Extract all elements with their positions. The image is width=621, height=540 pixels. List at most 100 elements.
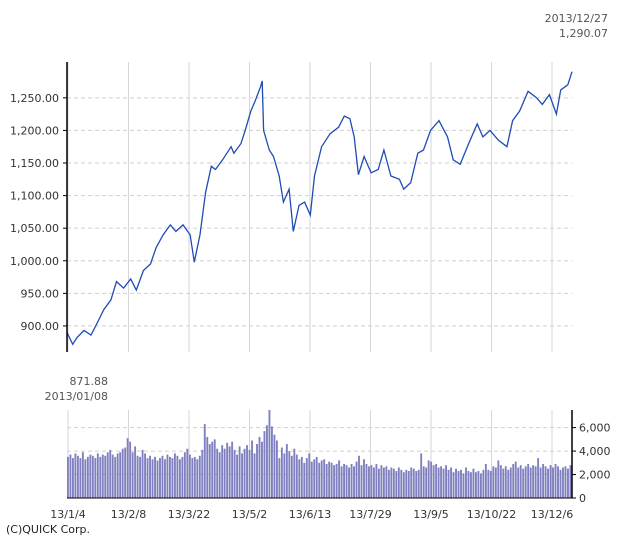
volume-bar <box>402 472 405 498</box>
volume-bar <box>146 458 149 498</box>
volume-bar <box>539 467 542 498</box>
volume-bar <box>216 448 219 498</box>
volume-bar <box>514 461 517 498</box>
x-tick-label: 13/9/5 <box>413 508 448 521</box>
volume-bar <box>313 459 316 498</box>
volume-bar <box>517 467 520 498</box>
volume-bar <box>74 453 77 498</box>
low-date-label: 2013/01/08 <box>45 390 108 403</box>
volume-bar <box>266 425 268 498</box>
volume-bar <box>370 465 373 498</box>
price-tick-label: 1,200.00 <box>10 124 59 137</box>
volume-bar <box>293 448 296 498</box>
price-tick-label: 1,100.00 <box>10 190 59 203</box>
volume-bar <box>380 465 383 498</box>
x-tick-labels: 13/1/4 13/2/8 13/3/22 13/5/2 13/6/13 13/7/29 1… <box>50 508 573 521</box>
volume-bar <box>407 471 410 498</box>
volume-bar <box>479 473 482 498</box>
volume-bar <box>86 456 89 498</box>
volume-bar <box>248 449 251 498</box>
x-tick-label: 13/3/22 <box>168 508 210 521</box>
volume-bar <box>390 467 393 498</box>
volume-bar <box>504 466 507 498</box>
volume-bar <box>109 449 112 498</box>
volume-bar <box>99 456 102 498</box>
volume-bar <box>487 469 490 498</box>
price-tick-label: 1,150.00 <box>10 157 59 170</box>
volume-bar <box>455 468 457 498</box>
volume-bar <box>549 465 552 498</box>
volume-bar <box>318 462 321 498</box>
volume-bar <box>141 449 144 498</box>
volume-bar <box>114 456 117 498</box>
volume-bar <box>397 467 400 498</box>
price-tick-label: 1,250.00 <box>10 92 59 105</box>
volume-bar <box>156 460 159 498</box>
volume-bar <box>241 453 244 498</box>
volume-bar <box>465 467 467 498</box>
volume-bar <box>445 465 448 498</box>
volume-bar <box>499 465 502 498</box>
volume-bar <box>193 456 196 498</box>
volume-bar <box>300 456 303 498</box>
volume-bar <box>472 468 475 498</box>
volume-bar <box>218 452 221 498</box>
volume-bar <box>372 467 375 498</box>
x-tick-label: 13/10/22 <box>467 508 516 521</box>
volume-bar <box>502 468 505 498</box>
volume-bar <box>221 445 224 498</box>
volume-bar <box>116 453 119 498</box>
volume-bar <box>529 467 532 498</box>
volume-bar <box>425 467 428 498</box>
volume-bar <box>261 441 263 498</box>
low-value-label: 871.88 <box>70 375 109 388</box>
volume-bar <box>368 466 370 498</box>
volume-bar <box>532 465 535 498</box>
volume-bar <box>124 447 127 498</box>
volume-bar <box>484 463 487 498</box>
volume-bar <box>447 469 450 498</box>
volume-bar <box>119 452 122 498</box>
volume-bar <box>228 446 231 498</box>
volume-bar <box>338 460 341 498</box>
volume-bar <box>400 469 403 498</box>
volume-bar <box>253 453 256 498</box>
volume-bar <box>524 466 527 498</box>
volume-bar <box>283 453 286 498</box>
volume-bar <box>554 463 557 498</box>
volume-bar <box>169 456 171 498</box>
volume-bar <box>467 471 470 498</box>
volume-bar <box>395 471 398 498</box>
volume-bar <box>305 458 308 498</box>
volume-bar <box>340 466 343 498</box>
volume-bar <box>71 458 74 498</box>
volume-bar <box>149 455 151 498</box>
volume-bar <box>203 424 206 498</box>
volume-bar <box>154 456 156 498</box>
volume-bar <box>236 454 239 498</box>
volume-bar <box>183 452 186 498</box>
volume-bar <box>462 473 465 498</box>
volume-bar <box>275 440 278 498</box>
volume-bar <box>223 448 226 498</box>
volume-bar <box>126 438 129 498</box>
volume-bar <box>385 466 388 498</box>
volume-bar <box>375 463 378 498</box>
volume-bar <box>430 461 433 498</box>
volume-bar <box>457 471 460 498</box>
volume-bar <box>557 466 559 498</box>
volume-bar <box>121 448 124 498</box>
volume-bar <box>131 452 134 498</box>
volume-bar <box>440 466 443 498</box>
volume-bar <box>427 460 430 498</box>
volume-bar <box>178 459 181 498</box>
volume-bar <box>173 453 176 498</box>
volume-bar <box>320 460 323 498</box>
volume-bar <box>198 455 201 498</box>
volume-bar <box>89 454 92 498</box>
volume-bar <box>432 465 435 498</box>
volume-bar <box>84 459 87 498</box>
volume-bar <box>196 459 199 498</box>
volume-bar <box>569 465 572 498</box>
volume-bar <box>460 469 462 498</box>
